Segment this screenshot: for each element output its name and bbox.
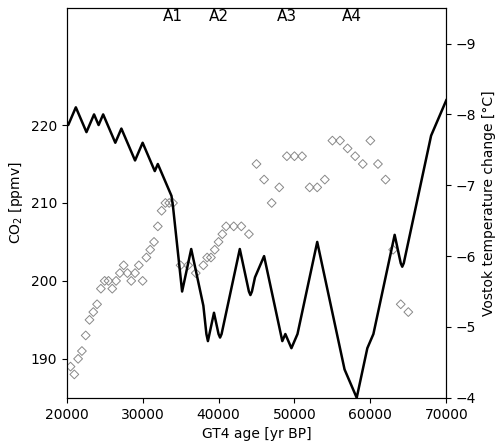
Point: [290, 153, 298, 160]
Point: [260, 176, 268, 183]
Point: [146, 246, 154, 253]
Point: [93, 301, 101, 308]
Point: [207, 254, 215, 261]
Point: [230, 223, 238, 230]
Point: [116, 270, 124, 277]
Point: [389, 246, 397, 253]
Point: [397, 301, 405, 308]
Point: [313, 184, 321, 191]
Point: [199, 262, 207, 269]
Point: [203, 254, 211, 261]
Point: [222, 223, 230, 230]
Point: [404, 309, 412, 316]
Point: [268, 199, 276, 207]
Point: [66, 363, 74, 370]
Point: [123, 270, 131, 277]
Point: [211, 246, 219, 253]
Point: [359, 160, 367, 168]
Point: [127, 277, 135, 284]
Point: [374, 160, 382, 168]
Point: [142, 254, 150, 261]
Y-axis label: CO$_2$ [ppmv]: CO$_2$ [ppmv]: [7, 162, 25, 244]
Point: [165, 199, 173, 207]
Point: [139, 277, 147, 284]
Point: [366, 137, 374, 144]
Point: [192, 270, 200, 277]
Point: [253, 160, 261, 168]
Point: [157, 207, 165, 214]
Point: [161, 199, 170, 207]
Point: [237, 223, 245, 230]
Point: [275, 184, 283, 191]
Point: [70, 371, 78, 378]
Point: [218, 231, 226, 238]
Point: [81, 332, 90, 339]
Text: A3: A3: [277, 9, 297, 24]
Point: [105, 277, 113, 284]
Point: [78, 348, 86, 355]
Y-axis label: Vostok temperature change [°C]: Vostok temperature change [°C]: [482, 90, 496, 316]
Point: [120, 262, 128, 269]
Point: [381, 176, 389, 183]
Point: [97, 285, 105, 292]
Point: [169, 199, 177, 207]
Text: A4: A4: [342, 9, 361, 24]
Text: A2: A2: [209, 9, 228, 24]
Point: [245, 231, 253, 238]
Point: [154, 223, 162, 230]
Point: [298, 153, 306, 160]
Point: [112, 277, 120, 284]
Point: [184, 262, 192, 269]
Point: [108, 285, 116, 292]
Point: [86, 316, 94, 323]
Point: [177, 262, 185, 269]
Point: [351, 153, 359, 160]
Point: [214, 238, 222, 246]
Point: [135, 262, 143, 269]
Point: [328, 137, 337, 144]
Point: [283, 153, 291, 160]
X-axis label: GT4 age [yr BP]: GT4 age [yr BP]: [202, 427, 311, 441]
Point: [336, 137, 344, 144]
Point: [321, 176, 329, 183]
Point: [74, 355, 82, 362]
Point: [89, 309, 97, 316]
Point: [306, 184, 314, 191]
Point: [101, 277, 109, 284]
Point: [131, 270, 139, 277]
Point: [150, 238, 158, 246]
Text: A1: A1: [163, 9, 183, 24]
Point: [344, 145, 352, 152]
